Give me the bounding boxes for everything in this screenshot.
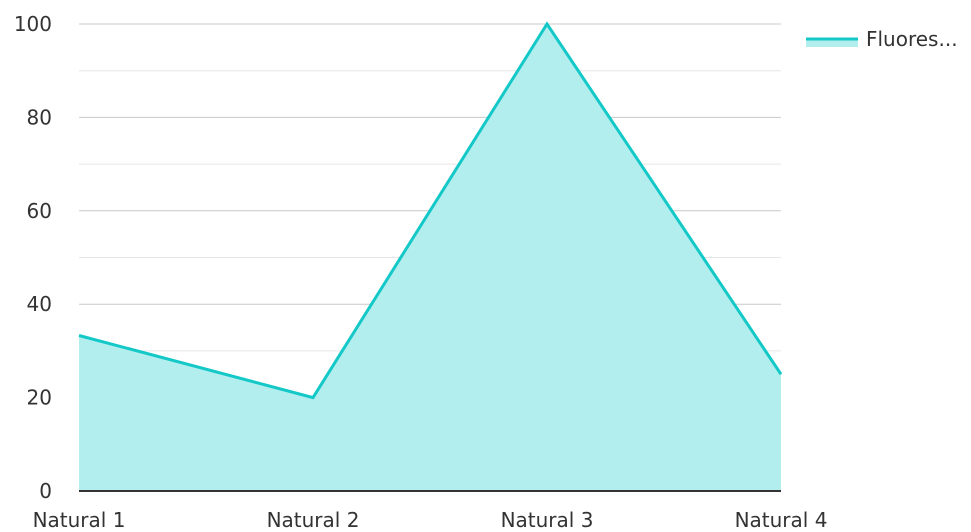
y-tick-label: 100 [14,12,52,36]
series-area-layer [78,21,783,491]
x-tick-label: Natural 2 [267,508,360,532]
x-tick-labels: Natural 1 Natural 2 Natural 3 Natural 4 [33,508,828,532]
legend-swatch-fill [806,39,858,47]
series-area-fill [79,24,781,491]
x-tick-label: Natural 4 [735,508,828,532]
y-tick-labels: 0 20 40 60 80 100 [14,12,52,503]
series-line [78,21,783,400]
legend-label: Fluores... [866,27,958,51]
y-tick-label: 20 [27,386,52,410]
y-tick-label: 60 [27,199,52,223]
x-tick-label: Natural 3 [501,508,594,532]
y-tick-label: 40 [27,292,52,316]
y-tick-label: 0 [39,479,52,503]
legend[interactable]: Fluores... [806,27,958,51]
x-tick-label: Natural 1 [33,508,126,532]
y-tick-label: 80 [27,105,52,129]
